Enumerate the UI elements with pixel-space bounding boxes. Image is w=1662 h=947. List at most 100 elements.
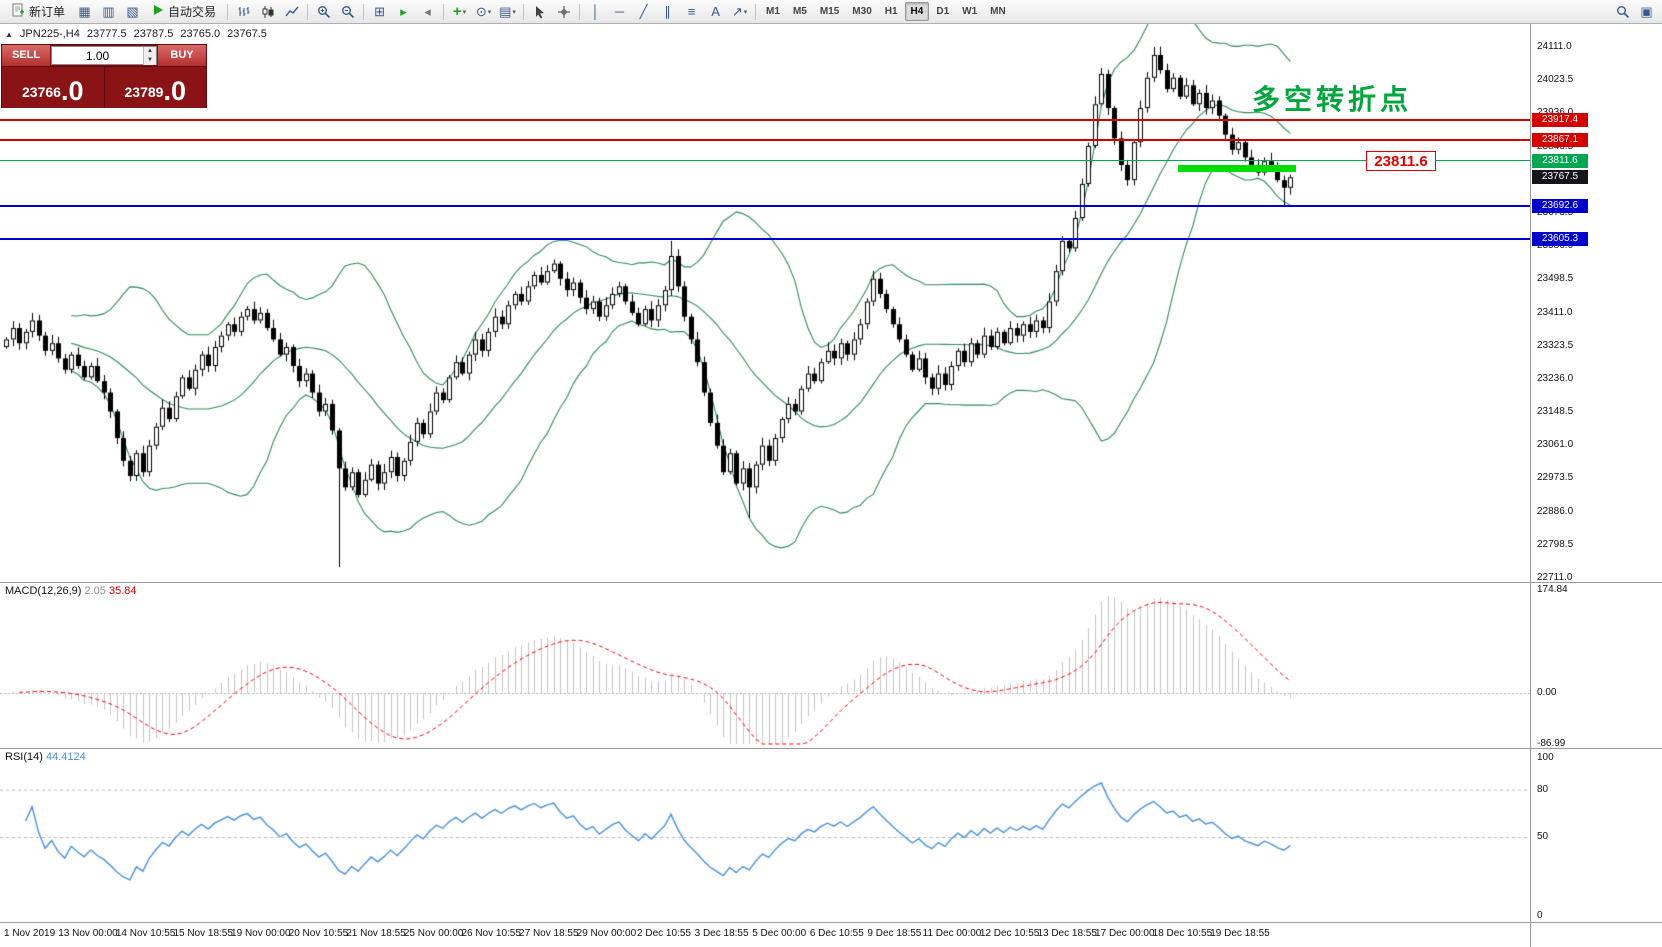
level-line-23811.6[interactable] [0, 159, 1530, 162]
price-badge-23692.6: 23692.6 [1532, 198, 1588, 213]
arrows-icon[interactable]: ↗ ▾ [731, 3, 748, 19]
price-axis-label: 23411.0 [1537, 306, 1573, 318]
macd-pane-canvas[interactable] [0, 582, 1530, 748]
time-axis-label: 3 Dec 18:55 [694, 928, 749, 939]
symbol-name: JPN225-,H4 [19, 28, 80, 40]
indicators-icon[interactable]: + ▾ [452, 3, 467, 20]
market-watch-icon[interactable]: ▦ [78, 3, 91, 19]
timeframe-button-w1[interactable]: W1 [962, 6, 978, 17]
ohlc-close: 23767.5 [227, 28, 267, 40]
level-line-23917.4[interactable] [0, 119, 1530, 122]
time-axis-label: 19 Nov 00:00 [231, 928, 291, 939]
text-icon[interactable]: A [711, 4, 720, 19]
ohlc-high: 23787.5 [133, 28, 174, 40]
candlestick-chart-icon[interactable] [256, 1, 279, 23]
rsi-axis-label: 100 [1537, 752, 1554, 763]
level-line-23605.3[interactable] [0, 237, 1530, 240]
rsi-pane-separator[interactable] [0, 748, 1662, 749]
rsi-axis-label: 0 [1537, 910, 1543, 921]
timeframe-button-mn[interactable]: MN [990, 6, 1006, 17]
price-axis-label: 22798.5 [1537, 538, 1574, 550]
sell-button[interactable]: SELL [2, 45, 50, 66]
data-window-icon[interactable]: ▥ [102, 3, 115, 19]
zoom-in-icon[interactable] [312, 1, 335, 23]
price-badge-23917.4: 23917.4 [1532, 113, 1588, 128]
time-axis-label: 25 Nov 00:00 [403, 928, 464, 939]
chart-shift-icon[interactable]: ◂ [424, 3, 431, 19]
window-list-icon[interactable]: ▣ [1640, 3, 1653, 19]
highlight-bar[interactable] [1178, 165, 1296, 172]
chart-window[interactable]: 24111.024023.523936.023848.523761.023673… [0, 24, 1662, 947]
sell-price[interactable]: 23766.0 [2, 67, 105, 108]
buy-button[interactable]: BUY [158, 45, 206, 66]
timeframe-button-m5[interactable]: M5 [792, 6, 807, 17]
crosshair-icon[interactable] [552, 1, 575, 23]
templates-icon-caret[interactable]: ▾ [512, 8, 516, 16]
channel-icon[interactable]: ∥ [664, 3, 671, 19]
macd-pane-separator[interactable] [0, 582, 1662, 583]
toolbar-separator [227, 3, 229, 20]
ohlc-open: 23777.5 [86, 28, 127, 40]
volume-down-icon[interactable]: ▼ [144, 55, 156, 65]
price-badge-23767.5: 23767.5 [1532, 170, 1588, 185]
turning-point-annotation[interactable]: 多空转折点 [1252, 84, 1413, 115]
rsi-pane-canvas[interactable] [0, 748, 1530, 922]
price-callout[interactable]: 23811.6 [1366, 151, 1436, 171]
time-axis-separator [0, 922, 1662, 923]
auto-trading-button-label: 自动交易 [168, 5, 217, 19]
toolbar-separator [579, 3, 581, 20]
bar-chart-icon[interactable] [232, 1, 255, 23]
main-chart-canvas[interactable] [0, 24, 1530, 582]
auto-trading-button[interactable]: 自动交易 [145, 1, 223, 23]
auto-scroll-icon[interactable]: ▸ [400, 3, 407, 19]
time-axis-label: 20 Nov 10:55 [288, 928, 349, 939]
search-icon[interactable] [1611, 1, 1634, 23]
volume-up-icon[interactable]: ▲ [144, 46, 156, 56]
time-axis-label: 14 Nov 10:55 [115, 928, 176, 939]
indicators-icon-caret[interactable]: ▾ [462, 8, 467, 16]
horizontal-line-icon[interactable]: ─ [614, 4, 625, 19]
tile-windows-icon[interactable]: ⊞ [374, 3, 385, 19]
timeframe-button-h4[interactable]: H4 [904, 2, 930, 21]
line-chart-icon[interactable] [280, 1, 303, 23]
price-axis-label: 24023.5 [1537, 74, 1574, 86]
timeframe-button-h1[interactable]: H1 [884, 6, 898, 17]
volume-field[interactable]: 1.00 ▲ ▼ [51, 46, 157, 65]
price-axis-separator [1530, 24, 1531, 947]
one-click-toggle-icon[interactable]: ▲ [5, 29, 13, 39]
timeframe-button-m1[interactable]: M1 [766, 6, 780, 17]
rsi-label: RSI(14) 44.4124 [5, 751, 86, 763]
cursor-icon[interactable] [528, 1, 551, 23]
toolbar: 新订单 ▦ ▥ ▧ 自动交易 ⊞ ▸ ◂ + ▾ ⊙ ▾ ▤ ▾ │ ─ ╱ ∥ ≡ A ↗ ▾ M1 M5 M15 M30 H1 H… [0, 0, 1662, 24]
zoom-out-icon[interactable] [336, 1, 359, 23]
toolbar-separator [443, 3, 445, 20]
vertical-line-icon[interactable]: │ [591, 4, 600, 19]
timeframe-button-m15[interactable]: M15 [819, 6, 840, 17]
arrows-icon-caret[interactable]: ▾ [743, 8, 748, 16]
price-axis-label: 23936.0 [1537, 107, 1573, 119]
volume-value[interactable]: 1.00 [85, 48, 110, 63]
ohlc-low: 23765.0 [180, 28, 221, 40]
periods-icon[interactable]: ⊙ ▾ [475, 3, 492, 19]
one-click-trading-panel: SELL 1.00 ▲ ▼ BUY 23766.0 23789.0 [1, 44, 207, 108]
level-line-23692.6[interactable] [0, 204, 1530, 207]
toolbar-separator [307, 3, 309, 20]
price-axis-label: 22711.0 [1537, 572, 1573, 584]
navigator-icon[interactable]: ▧ [126, 3, 139, 19]
periods-icon-caret[interactable]: ▾ [487, 8, 492, 16]
buy-price[interactable]: 23789.0 [104, 67, 206, 108]
new-order-button-label: 新订单 [29, 5, 66, 19]
order-icon [11, 3, 25, 20]
time-axis-label: 29 Nov 00:00 [576, 928, 637, 939]
volume-stepper[interactable]: ▲ ▼ [143, 46, 156, 65]
timeframe-button-m30[interactable]: M30 [852, 6, 872, 17]
time-axis-label: 13 Dec 18:55 [1037, 928, 1097, 939]
time-axis-label: 9 Dec 18:55 [867, 928, 922, 939]
trendline-icon[interactable]: ╱ [639, 3, 648, 19]
level-line-23867.1[interactable] [0, 138, 1530, 141]
new-order-button[interactable]: 新订单 [4, 1, 72, 23]
price-axis-label: 23061.0 [1537, 439, 1574, 451]
timeframe-button-d1[interactable]: D1 [936, 6, 950, 17]
templates-icon[interactable]: ▤ ▾ [499, 3, 516, 19]
fibonacci-icon[interactable]: ≡ [687, 4, 696, 19]
